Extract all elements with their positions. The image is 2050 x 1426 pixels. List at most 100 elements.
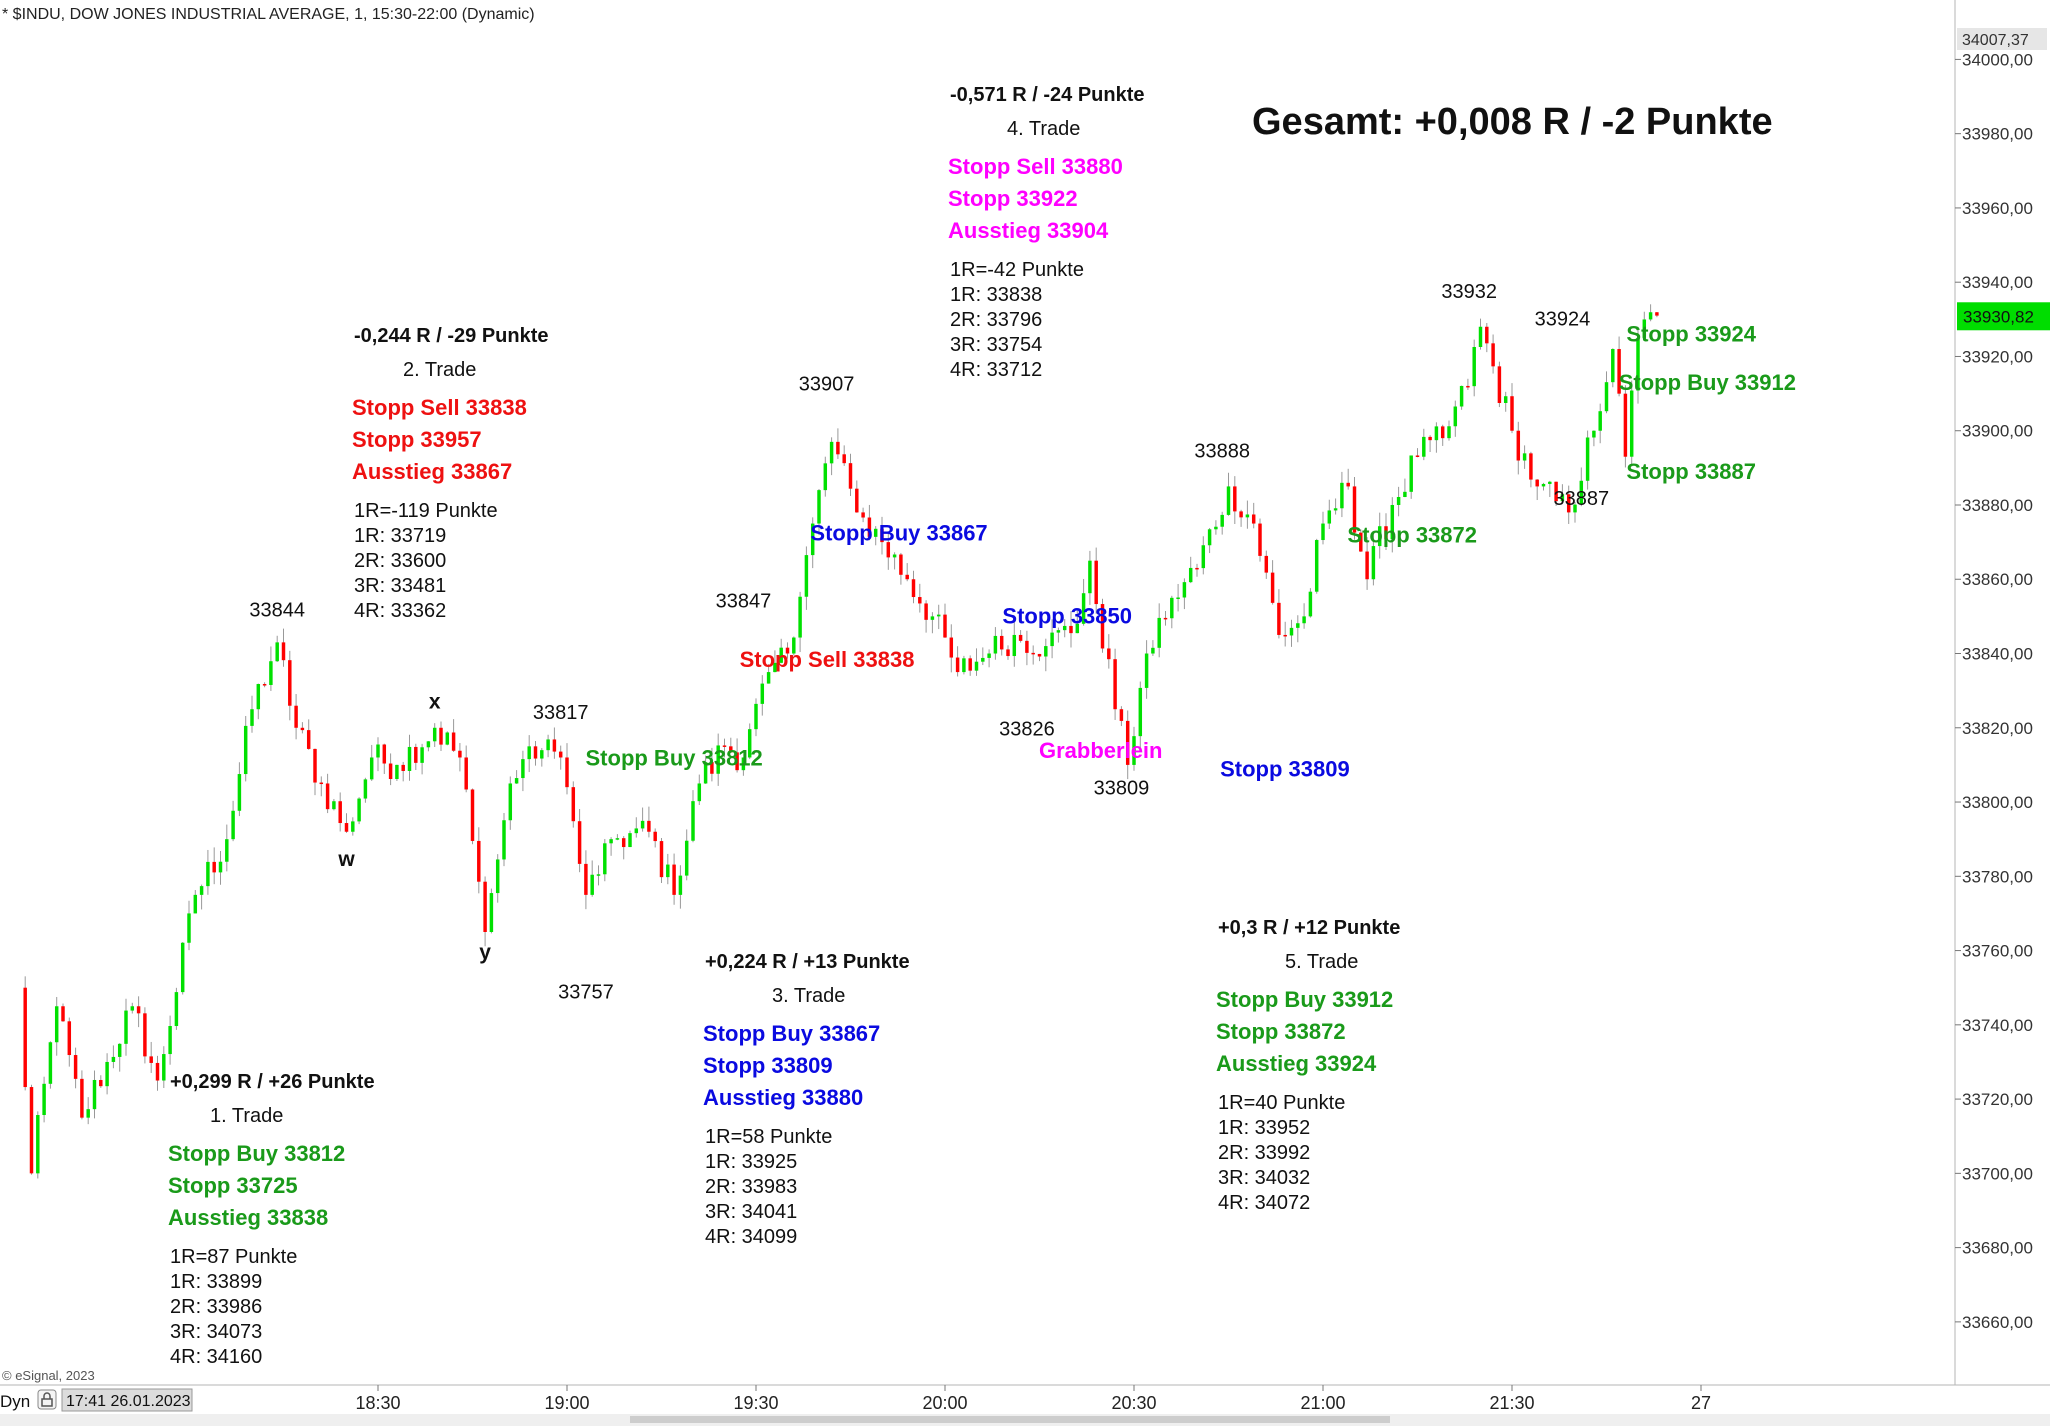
candle <box>187 900 191 951</box>
pivot-label: 33924 <box>1535 309 1591 331</box>
candle <box>1623 385 1628 468</box>
candle <box>395 764 399 782</box>
candle <box>294 694 298 740</box>
candle <box>918 583 922 613</box>
pivot-label: 33932 <box>1441 281 1497 303</box>
candle <box>1226 472 1231 516</box>
x-tick-label: 20:00 <box>922 1393 967 1413</box>
candle <box>1220 511 1224 535</box>
y-tick-label: 34000,00 <box>1962 50 2033 69</box>
candle <box>886 532 891 570</box>
candle <box>1365 537 1369 590</box>
candle <box>1592 430 1596 447</box>
candle <box>1302 603 1306 629</box>
trade-name: 2. Trade <box>403 359 476 381</box>
candle <box>962 655 966 675</box>
candle <box>36 1111 40 1179</box>
candle <box>1182 578 1187 610</box>
candle <box>489 888 494 934</box>
candle <box>117 1043 122 1072</box>
scrollbar-thumb[interactable] <box>630 1416 1390 1423</box>
trade-order: Ausstieg 33880 <box>703 1085 863 1110</box>
candle <box>1346 468 1350 490</box>
candle <box>1434 422 1439 453</box>
candle <box>61 1003 65 1022</box>
candle <box>1384 513 1388 551</box>
candle <box>1440 424 1445 446</box>
candle <box>779 638 783 664</box>
candle <box>987 649 991 668</box>
candle <box>1296 615 1300 643</box>
candle <box>823 456 828 497</box>
candle <box>401 761 405 782</box>
candle <box>552 727 557 759</box>
candle <box>1308 588 1313 618</box>
candle <box>899 552 903 585</box>
candle <box>363 777 368 803</box>
trade-target: 1R=87 Punkte <box>170 1246 297 1268</box>
chart-title: * $INDU, DOW JONES INDUSTRIAL AVERAGE, 1… <box>2 6 535 23</box>
candle <box>659 838 664 883</box>
pivot-label: x <box>429 690 441 713</box>
candle <box>974 648 979 676</box>
trade-target: 3R: 34032 <box>1218 1167 1310 1189</box>
candle <box>1510 383 1514 434</box>
x-tick-label: 19:30 <box>733 1393 778 1413</box>
candle <box>880 516 884 555</box>
candle <box>237 762 242 817</box>
candle <box>1629 380 1634 467</box>
pivot-label: y <box>479 941 491 964</box>
trade-order: Ausstieg 33904 <box>948 218 1109 243</box>
candle <box>502 812 506 867</box>
candle <box>1037 653 1042 662</box>
last-price-label: 33930,82 <box>1963 307 2034 326</box>
candle <box>1144 640 1149 699</box>
candle <box>351 817 355 836</box>
candle <box>981 647 985 666</box>
candle <box>143 1007 147 1064</box>
candle <box>855 480 859 513</box>
top-value-label: 34007,37 <box>1962 32 2029 49</box>
candle <box>1491 334 1495 374</box>
y-tick-label: 33760,00 <box>1962 942 2033 961</box>
candle <box>905 563 909 582</box>
y-tick-label: 33900,00 <box>1962 422 2033 441</box>
candle <box>1188 556 1193 584</box>
candle <box>949 624 954 673</box>
candle <box>1642 311 1647 339</box>
candle <box>1264 550 1269 579</box>
candle <box>936 604 941 630</box>
candle <box>1170 595 1174 629</box>
lock-icon[interactable] <box>37 1389 57 1410</box>
trade-target: 4R: 34160 <box>170 1346 262 1368</box>
candle <box>640 807 645 832</box>
y-tick-label: 33980,00 <box>1962 125 2033 144</box>
candle <box>130 1002 135 1014</box>
candle <box>42 1076 46 1123</box>
candle <box>1472 339 1476 397</box>
price-axis[interactable]: 34000,00 33980,00 33960,00 33940,00 33920,00… <box>1955 28 2050 1332</box>
trade-box: -0,571 R / -24 Punkte 4. Trade Stopp Sell … <box>948 84 1145 381</box>
trade-target: 1R: 33899 <box>170 1271 262 1293</box>
candle <box>1233 476 1237 524</box>
candle <box>873 526 878 546</box>
candle <box>735 738 739 773</box>
candle <box>162 1046 166 1089</box>
candle <box>1277 589 1281 639</box>
candle <box>1566 485 1571 524</box>
candle <box>804 546 809 610</box>
trade-box: +0,224 R / +13 Punkte 3. Trade Stopp Buy 3… <box>703 951 910 1248</box>
time-axis[interactable]: 18:30 19:00 19:30 20:00 20:30 21:00 21:30 27 <box>355 1385 1711 1413</box>
candle <box>470 788 475 845</box>
candle <box>546 734 550 758</box>
trade-target: 2R: 33983 <box>705 1176 797 1198</box>
candle <box>1560 484 1565 503</box>
pivot-label: 33817 <box>533 702 589 724</box>
candle <box>313 748 317 796</box>
candle <box>105 1053 109 1095</box>
cursor-time-label: 17:41 26.01.2023 <box>66 1393 191 1410</box>
candle <box>1352 476 1357 540</box>
candle <box>703 755 708 784</box>
trade-result: -0,571 R / -24 Punkte <box>950 84 1145 106</box>
candle <box>92 1070 97 1119</box>
